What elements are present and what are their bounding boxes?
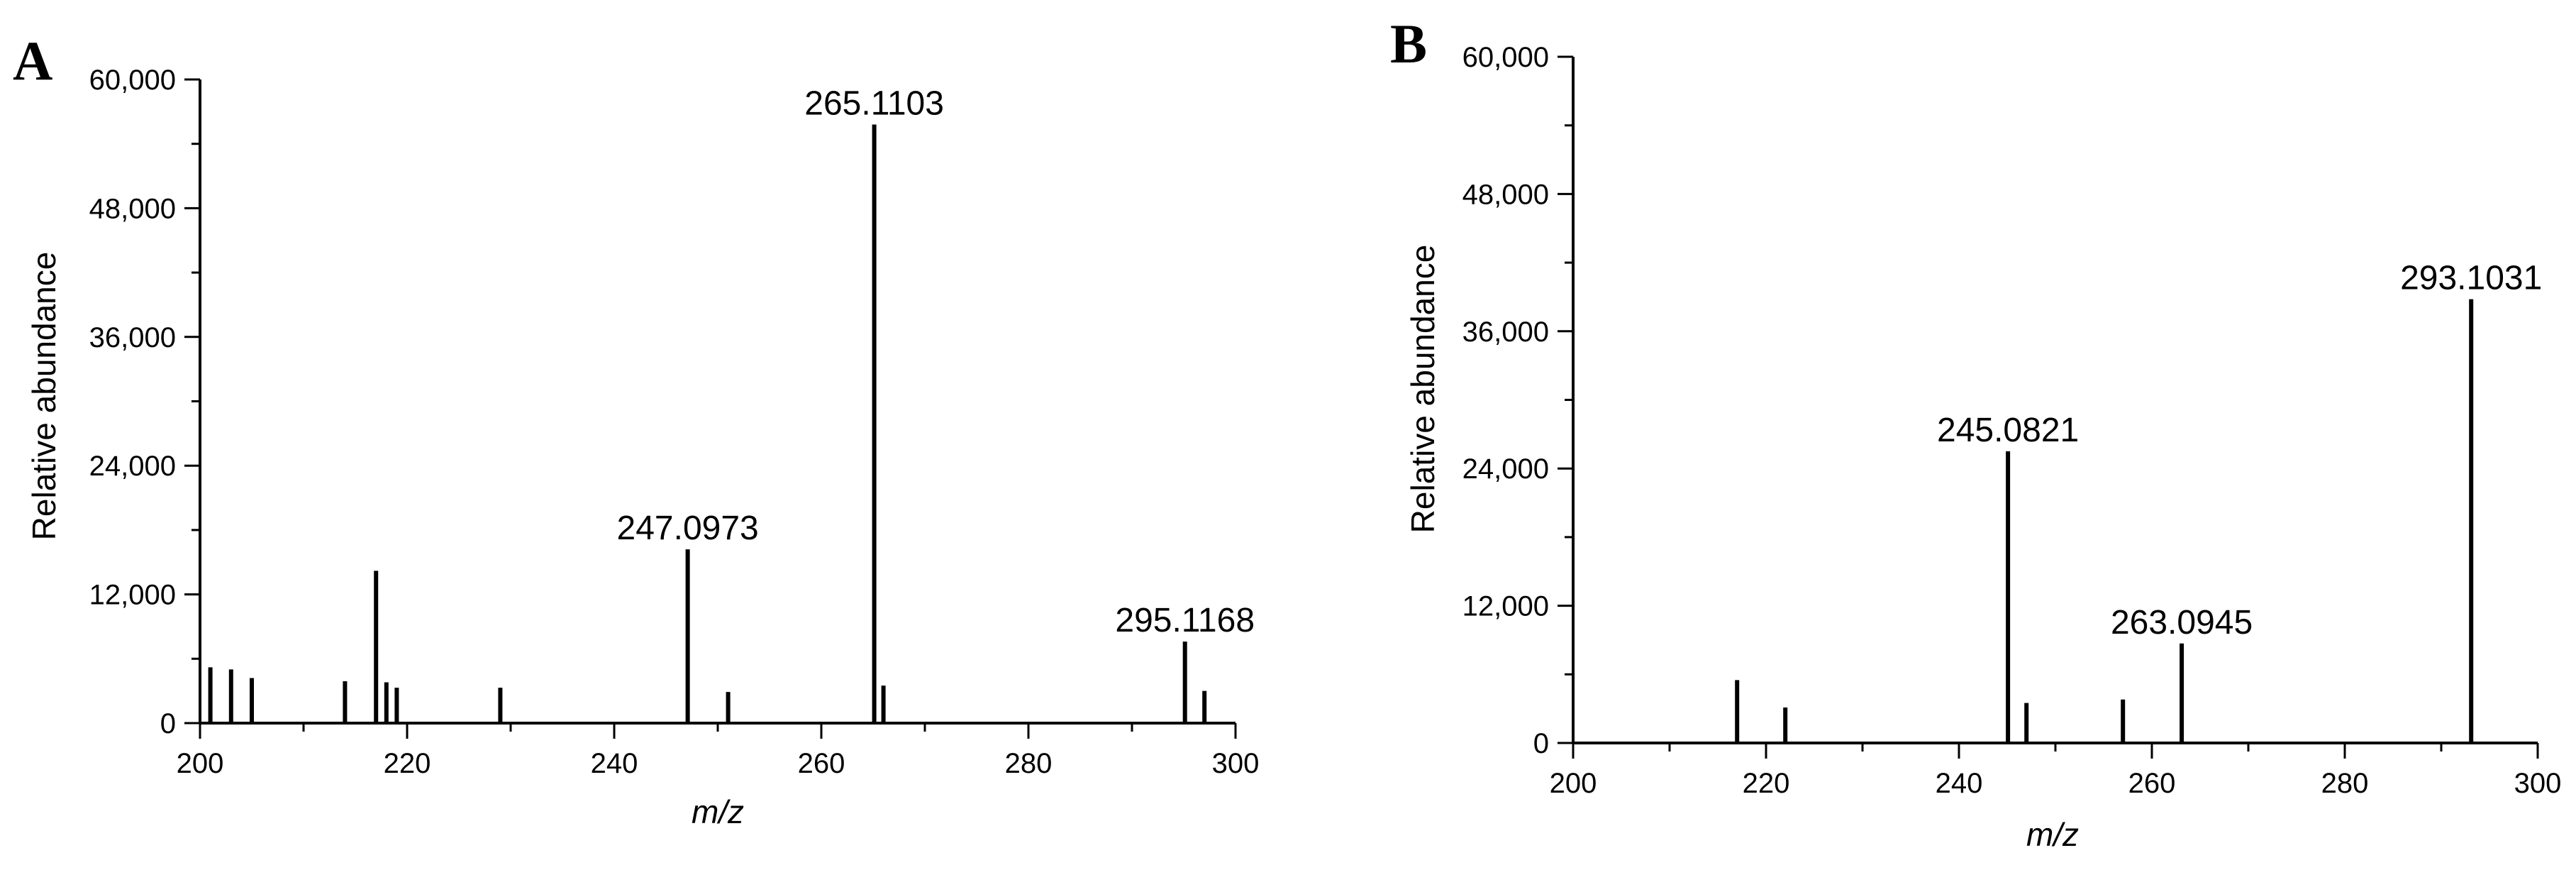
- x-tick-label: 240: [1936, 768, 1983, 799]
- peak-label: 265.1103: [804, 84, 944, 122]
- y-tick-label: 12,000: [1462, 591, 1549, 622]
- x-tick-label: 200: [1550, 768, 1597, 799]
- spectrum-panel-a: A Relative abundance m/z 0 12,000 24,000 36…: [13, 30, 1259, 830]
- x-tick-label: 280: [2321, 768, 2369, 799]
- y-tick-label: 60,000: [1462, 42, 1549, 73]
- y-tick-label: 24,000: [1462, 453, 1549, 485]
- spectrum-panel-b: B Relative abundance m/z 0 12,000 24,000 36…: [1390, 13, 2561, 853]
- x-tick-label: 260: [798, 748, 845, 779]
- y-tick-label: 0: [160, 708, 176, 739]
- x-axis-title: m/z: [692, 793, 744, 830]
- peak-label: 245.0821: [1937, 412, 2079, 449]
- peak-label: 293.1031: [2400, 260, 2542, 297]
- y-axis-title: Relative abundance: [1404, 245, 1441, 534]
- x-tick-label: 300: [1212, 748, 1260, 779]
- y-tick-label: 36,000: [89, 322, 176, 353]
- x-tick-label: 200: [177, 748, 224, 779]
- y-tick-label: 0: [1533, 728, 1549, 759]
- peak-label: 295.1168: [1115, 602, 1255, 639]
- y-tick-label: 48,000: [1462, 179, 1549, 210]
- y-tick-label: 48,000: [89, 193, 176, 224]
- x-tick-label: 220: [1743, 768, 1790, 799]
- x-axis-title: m/z: [2026, 816, 2079, 853]
- y-axis-title: Relative abundance: [26, 252, 62, 541]
- x-tick-label: 280: [1005, 748, 1053, 779]
- panel-label: A: [13, 30, 52, 92]
- x-tick-label: 260: [2128, 768, 2176, 799]
- panel-label: B: [1390, 13, 1427, 75]
- x-tick-label: 240: [591, 748, 638, 779]
- peak-label: 247.0973: [617, 510, 759, 547]
- x-tick-label: 300: [2514, 768, 2562, 799]
- y-tick-label: 60,000: [89, 65, 176, 96]
- y-tick-label: 36,000: [1462, 316, 1549, 348]
- y-tick-label: 12,000: [89, 580, 176, 611]
- x-tick-label: 220: [384, 748, 431, 779]
- y-tick-label: 24,000: [89, 451, 176, 482]
- peak-label: 263.0945: [2111, 604, 2253, 642]
